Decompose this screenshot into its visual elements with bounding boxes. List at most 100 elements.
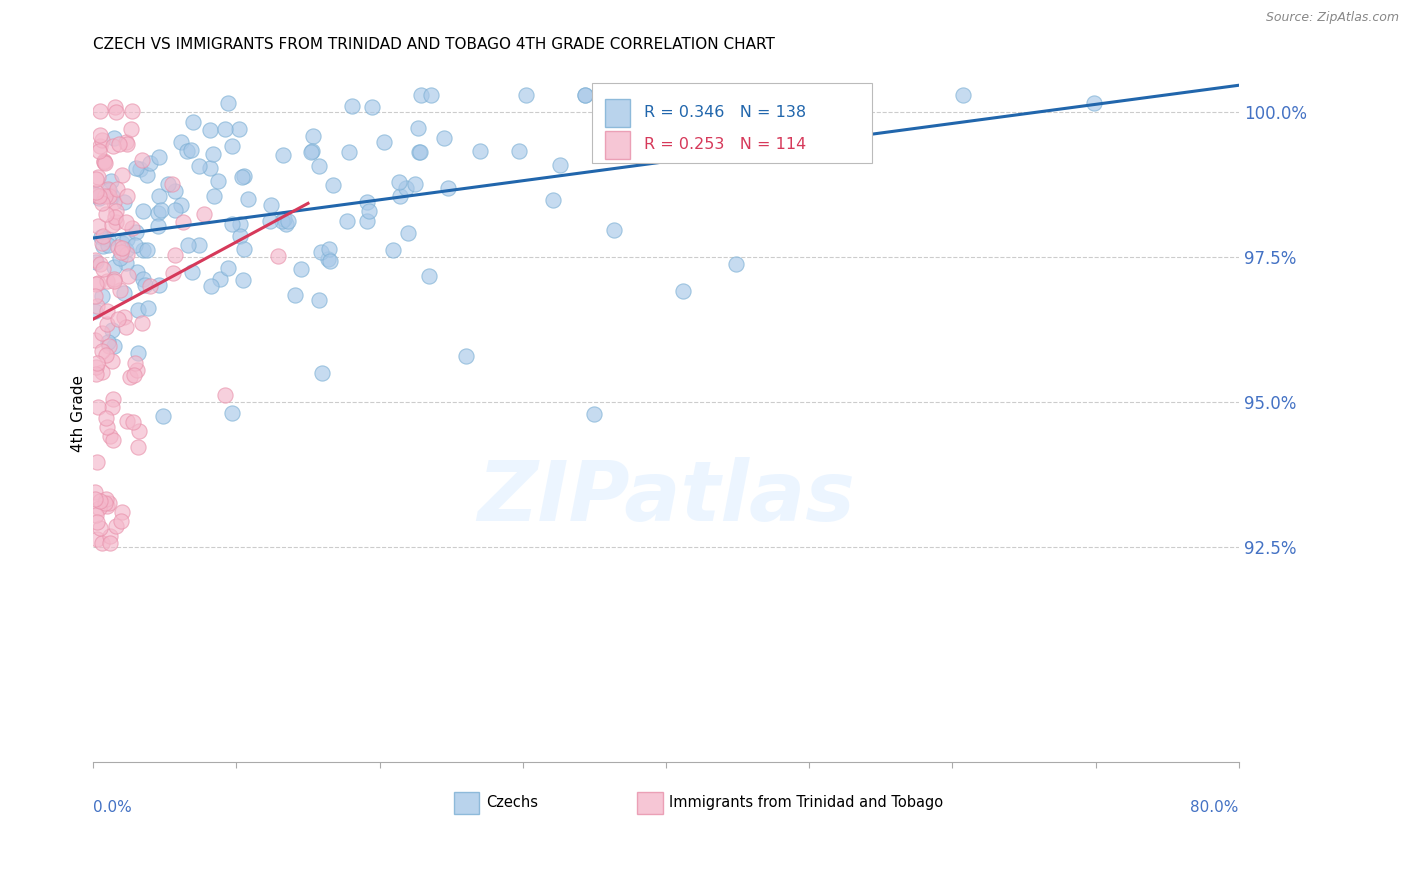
Point: [105, 182, 128, 196]
Point: [83, 186, 105, 201]
Point: [98, 536, 121, 550]
Point: [107, 311, 129, 326]
Point: [356, 194, 378, 209]
Point: [176, 144, 198, 158]
Point: [120, 370, 142, 384]
Point: [128, 161, 150, 176]
Text: Immigrants from Trinidad and Tobago: Immigrants from Trinidad and Tobago: [669, 795, 943, 810]
Point: [98, 188, 121, 202]
Point: [83, 289, 105, 303]
Point: [290, 262, 312, 277]
Point: [84, 359, 107, 374]
Point: [284, 288, 307, 302]
Point: [574, 87, 596, 102]
Point: [98, 429, 121, 443]
Point: [103, 339, 125, 353]
Point: [420, 87, 443, 102]
Point: [97, 334, 120, 349]
Point: [111, 505, 134, 519]
Point: [93, 154, 115, 169]
FancyBboxPatch shape: [605, 130, 630, 159]
Point: [724, 257, 747, 271]
Text: R = 0.253   N = 114: R = 0.253 N = 114: [644, 137, 807, 153]
Point: [89, 257, 111, 271]
Point: [160, 178, 183, 192]
Point: [111, 241, 134, 255]
Point: [780, 141, 803, 155]
Point: [96, 500, 118, 514]
Point: [98, 528, 121, 542]
Point: [83, 485, 105, 500]
Point: [468, 144, 491, 158]
Point: [148, 189, 170, 203]
Point: [98, 339, 121, 353]
Point: [121, 220, 143, 235]
Point: [170, 197, 193, 211]
Point: [124, 356, 146, 370]
Point: [139, 156, 162, 170]
Point: [90, 230, 112, 244]
Point: [101, 138, 124, 153]
Point: [342, 99, 364, 113]
Point: [122, 368, 145, 382]
Point: [84, 172, 107, 186]
Point: [84, 254, 107, 268]
Point: [232, 273, 254, 287]
Point: [711, 87, 734, 102]
Point: [229, 217, 252, 231]
Point: [132, 272, 155, 286]
Point: [103, 131, 125, 145]
Point: [111, 236, 134, 251]
Point: [115, 256, 138, 270]
Point: [125, 362, 148, 376]
Point: [121, 415, 143, 429]
Point: [89, 191, 111, 205]
Point: [90, 236, 112, 251]
Point: [101, 400, 124, 414]
Point: [952, 87, 974, 102]
Point: [308, 293, 330, 307]
Point: [165, 248, 187, 262]
Point: [84, 186, 107, 200]
Point: [90, 326, 112, 341]
Point: [134, 278, 156, 293]
Point: [101, 392, 124, 406]
Point: [93, 155, 115, 169]
Point: [308, 159, 330, 173]
Point: [149, 202, 172, 217]
Point: [86, 516, 108, 530]
Point: [93, 496, 115, 510]
Point: [318, 243, 340, 257]
Point: [128, 424, 150, 438]
Point: [541, 193, 564, 207]
Point: [89, 104, 111, 119]
Point: [86, 169, 108, 184]
Point: [221, 139, 243, 153]
Point: [259, 213, 281, 227]
Point: [111, 168, 134, 182]
Point: [357, 203, 380, 218]
Point: [409, 87, 432, 102]
Point: [603, 223, 626, 237]
Point: [124, 225, 146, 239]
Point: [91, 289, 114, 303]
Point: [101, 219, 124, 233]
Point: [89, 521, 111, 535]
Point: [94, 156, 117, 170]
Point: [115, 189, 138, 203]
Point: [105, 104, 128, 119]
Point: [409, 145, 432, 160]
Point: [84, 333, 107, 347]
Point: [103, 194, 125, 209]
Point: [232, 242, 254, 256]
Point: [86, 299, 108, 313]
Point: [136, 301, 159, 316]
Point: [273, 212, 295, 227]
Point: [114, 195, 136, 210]
Point: [91, 228, 114, 243]
Point: [115, 247, 138, 261]
Point: [228, 122, 250, 136]
Point: [299, 145, 322, 159]
Point: [221, 405, 243, 419]
Point: [101, 323, 124, 337]
